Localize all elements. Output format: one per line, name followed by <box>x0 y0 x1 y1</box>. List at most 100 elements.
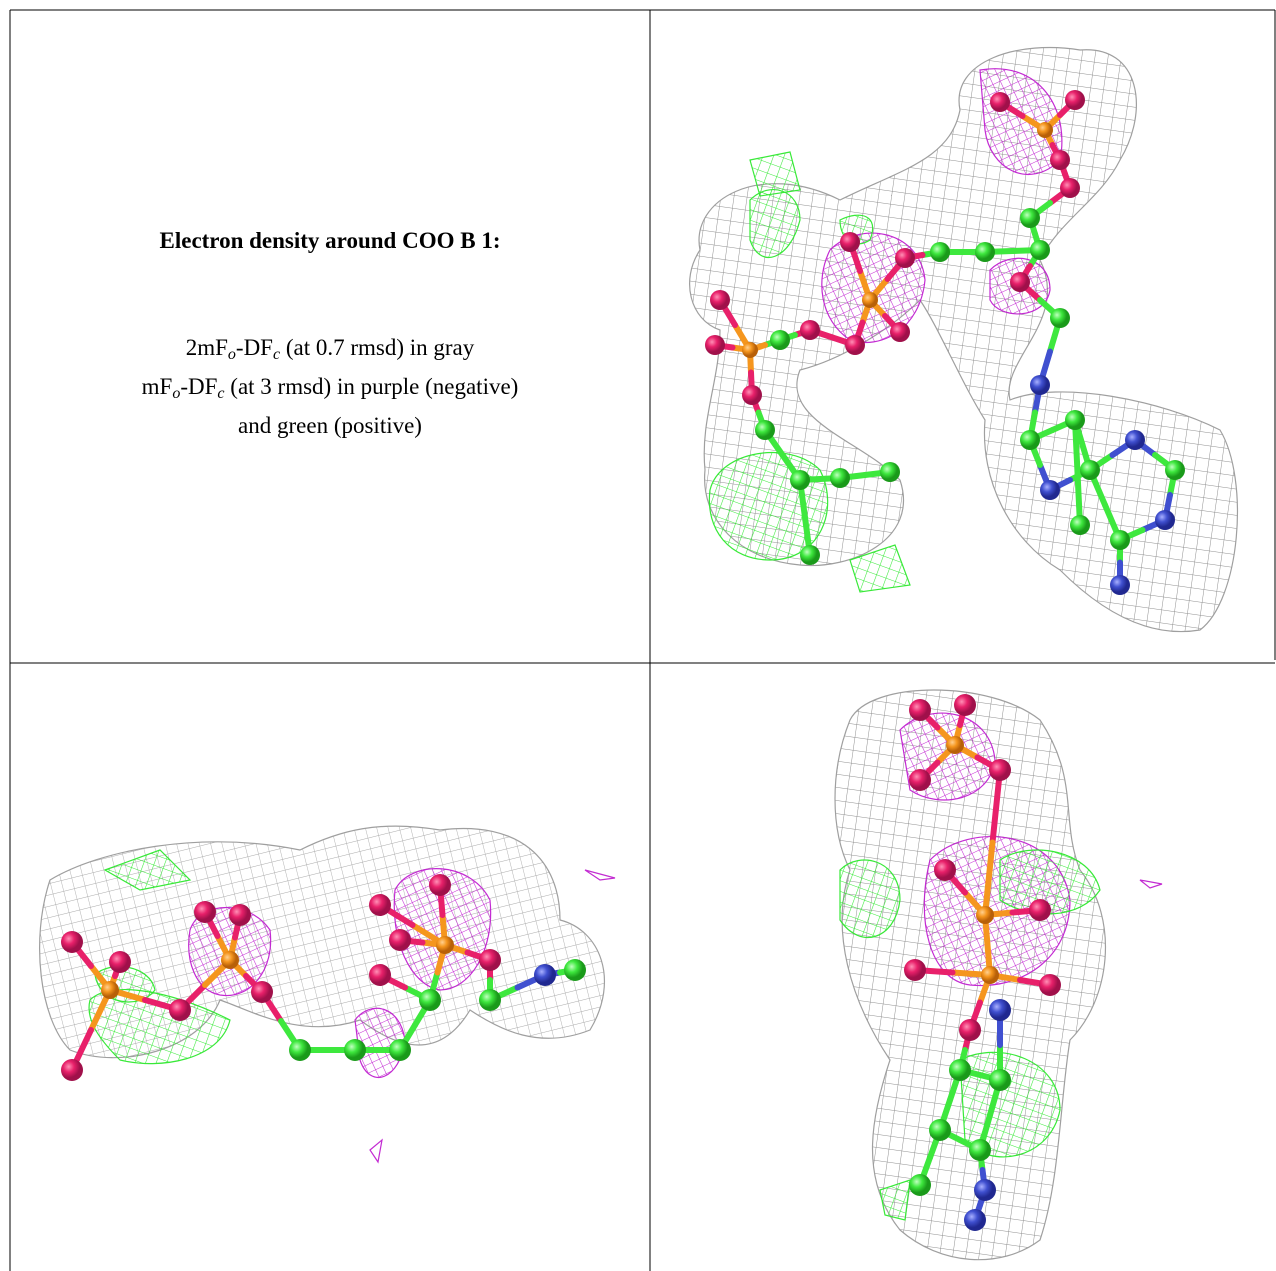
atom <box>840 232 860 252</box>
legend-text: and green (positive) <box>238 413 422 438</box>
molecule-renders <box>38 46 1239 1261</box>
atom <box>564 959 586 981</box>
atom <box>1039 974 1061 996</box>
atom <box>436 936 454 954</box>
density-mesh <box>999 849 1101 915</box>
density-mesh <box>369 1138 383 1164</box>
atom <box>790 470 810 490</box>
atom <box>1037 122 1053 138</box>
atom <box>909 769 931 791</box>
atom <box>1040 480 1060 500</box>
atom <box>989 999 1011 1021</box>
atom <box>1020 430 1040 450</box>
atom <box>742 342 758 358</box>
atom <box>61 931 83 953</box>
atom <box>1165 460 1185 480</box>
atom <box>954 694 976 716</box>
atom <box>934 859 956 881</box>
atom <box>109 951 131 973</box>
atom <box>369 894 391 916</box>
atom <box>930 242 950 262</box>
atom <box>369 964 391 986</box>
density-mesh <box>749 151 801 197</box>
atom <box>929 1119 951 1141</box>
atom <box>1155 510 1175 530</box>
atom <box>1010 272 1030 292</box>
atom <box>830 468 850 488</box>
atom <box>534 964 556 986</box>
atom <box>1125 430 1145 450</box>
atom <box>800 545 820 565</box>
atom <box>742 385 762 405</box>
atom <box>969 1139 991 1161</box>
atom <box>800 320 820 340</box>
frame <box>9 9 1276 1271</box>
atom <box>862 292 878 308</box>
atom <box>1050 150 1070 170</box>
atom <box>1030 375 1050 395</box>
atom <box>1065 410 1085 430</box>
atom <box>895 248 915 268</box>
atom <box>61 1059 83 1081</box>
atom <box>959 1019 981 1041</box>
atom <box>229 904 251 926</box>
density-mesh <box>839 859 901 938</box>
title: Electron density around COO B 1: <box>159 228 501 253</box>
density-mesh <box>879 1179 911 1221</box>
atom <box>1070 515 1090 535</box>
atom <box>389 1039 411 1061</box>
atom <box>949 1059 971 1081</box>
legend-line: mFo-DFc (at 3 rmsd) in purple (negative) <box>10 371 650 410</box>
legend-text: mF <box>141 374 173 399</box>
subscript: c <box>217 385 225 402</box>
atom <box>755 420 775 440</box>
atom <box>101 981 119 999</box>
legend-text: -DF <box>180 374 218 399</box>
bond <box>982 839 996 918</box>
atom <box>1050 308 1070 328</box>
atom <box>880 462 900 482</box>
subscript: o <box>172 385 181 402</box>
atom <box>389 929 411 951</box>
atom <box>975 242 995 262</box>
atom <box>344 1039 366 1061</box>
atom <box>1110 575 1130 595</box>
atom <box>904 959 926 981</box>
atom <box>289 1039 311 1061</box>
atom <box>989 1069 1011 1091</box>
atom <box>419 989 441 1011</box>
atom <box>1065 90 1085 110</box>
atom <box>251 981 273 1003</box>
atom <box>974 1179 996 1201</box>
atom <box>710 290 730 310</box>
legend-line: and green (positive) <box>10 410 650 442</box>
legend: 2mFo-DFc (at 0.7 rmsd) in gray mFo-DFc (a… <box>10 332 650 442</box>
bond <box>989 767 1003 846</box>
atom <box>845 335 865 355</box>
atom <box>429 874 451 896</box>
atom <box>1030 240 1050 260</box>
density-mesh <box>849 544 911 593</box>
text-cell: Electron density around COO B 1: 2mFo-DF… <box>10 10 650 663</box>
atom <box>990 92 1010 112</box>
atom <box>909 699 931 721</box>
legend-text: 2mF <box>185 335 228 360</box>
atom <box>976 906 994 924</box>
atom <box>705 335 725 355</box>
atom <box>1060 178 1080 198</box>
atom <box>1110 530 1130 550</box>
density-mesh <box>103 849 192 891</box>
atom <box>169 999 191 1021</box>
atom <box>479 989 501 1011</box>
density-mesh <box>689 46 1239 633</box>
legend-text: (at 3 rmsd) in purple (negative) <box>224 374 519 399</box>
atom <box>890 322 910 342</box>
legend-text: (at 0.7 rmsd) in gray <box>280 335 475 360</box>
atom <box>981 966 999 984</box>
atom <box>946 736 964 754</box>
subscript: c <box>272 346 281 363</box>
atom <box>479 949 501 971</box>
legend-line: 2mFo-DFc (at 0.7 rmsd) in gray <box>10 332 650 371</box>
